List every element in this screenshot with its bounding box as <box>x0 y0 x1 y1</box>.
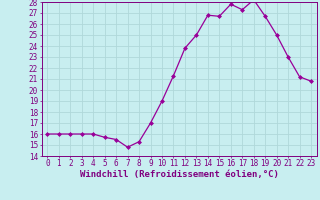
X-axis label: Windchill (Refroidissement éolien,°C): Windchill (Refroidissement éolien,°C) <box>80 170 279 179</box>
